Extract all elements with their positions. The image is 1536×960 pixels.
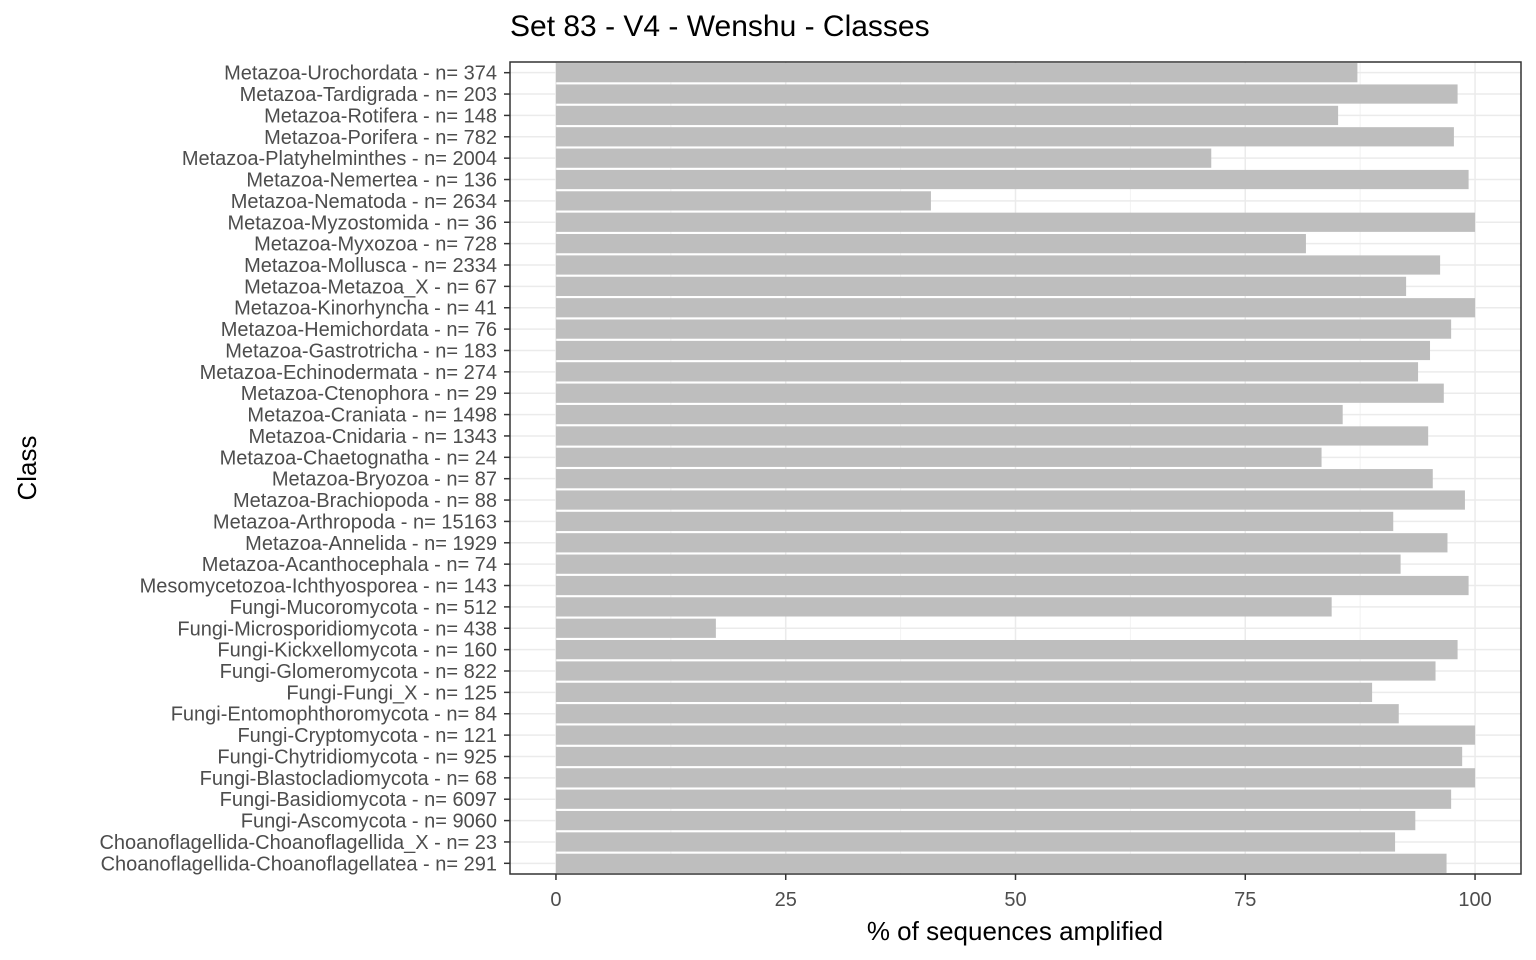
bars: [555, 63, 1476, 873]
x-tick-label: 0: [550, 889, 561, 911]
bar: [555, 575, 1469, 596]
y-tick-label: Choanoflagellida-Choanoflagellida_X - n=…: [99, 832, 497, 854]
y-tick-label: Choanoflagellida-Choanoflagellatea - n= …: [101, 853, 497, 875]
bar: [555, 511, 1394, 532]
x-tick-label: 50: [1004, 889, 1026, 911]
y-tick-label: Metazoa-Rotifera - n= 148: [264, 105, 497, 127]
bar: [555, 768, 1476, 788]
bar: [555, 298, 1476, 318]
y-tick-label: Metazoa-Urochordata - n= 374: [224, 63, 497, 85]
x-tick-label: 25: [775, 889, 797, 911]
y-tick-label: Metazoa-Acanthocephala - n= 74: [202, 554, 497, 576]
y-tick-label: Metazoa-Ctenophora - n= 29: [241, 383, 497, 405]
bar: [555, 63, 1358, 83]
x-tick-label: 75: [1234, 889, 1256, 911]
bar: [555, 362, 1419, 382]
y-tick-label: Fungi-Cryptomycota - n= 121: [237, 725, 497, 747]
bar: [555, 597, 1332, 617]
y-axis-title: Class: [12, 435, 42, 500]
bar: [555, 127, 1454, 147]
bar: [555, 640, 1458, 660]
bar: [555, 404, 1343, 425]
bar: [555, 234, 1306, 254]
y-tick-label: Metazoa-Tardigrada - n= 203: [240, 84, 497, 106]
y-tick-label: Fungi-Glomeromycota - n= 822: [220, 661, 497, 683]
bar: [555, 447, 1322, 467]
bar: [555, 340, 1431, 361]
bar: [555, 618, 716, 638]
x-axis-title: % of sequences amplified: [867, 916, 1163, 946]
bar: [555, 789, 1452, 809]
y-tick-label: Fungi-Fungi_X - n= 125: [286, 682, 497, 704]
bar: [555, 853, 1447, 873]
bar: [555, 105, 1339, 126]
y-tick-label: Metazoa-Metazoa_X - n= 67: [244, 276, 497, 298]
bar: [555, 704, 1399, 724]
bar: [555, 832, 1396, 852]
bar: [555, 554, 1401, 574]
bar: [555, 682, 1373, 702]
y-tick-label: Metazoa-Chaetognatha - n= 24: [220, 447, 497, 469]
bar: [555, 383, 1444, 403]
x-tick-label: 100: [1458, 889, 1491, 911]
bar: [555, 661, 1436, 681]
y-tick-label: Metazoa-Nematoda - n= 2634: [231, 191, 497, 213]
y-tick-label: Metazoa-Arthropoda - n= 15163: [213, 511, 497, 533]
bar: [555, 810, 1416, 831]
bar: [555, 84, 1458, 104]
bar: [555, 490, 1465, 510]
y-tick-label: Metazoa-Gastrotricha - n= 183: [225, 340, 497, 362]
y-tick-label: Metazoa-Echinodermata - n= 274: [200, 362, 497, 384]
y-tick-label: Metazoa-Bryozoa - n= 87: [272, 469, 497, 491]
bar: [555, 169, 1469, 190]
y-tick-label: Metazoa-Porifera - n= 782: [264, 127, 497, 149]
y-tick-label: Metazoa-Annelida - n= 1929: [245, 533, 497, 555]
bar: [555, 212, 1476, 232]
y-tick-label: Metazoa-Kinorhyncha - n= 41: [234, 298, 497, 320]
y-tick-label: Metazoa-Myzostomida - n= 36: [227, 212, 497, 234]
y-tick-label: Metazoa-Mollusca - n= 2334: [244, 255, 497, 277]
bar: [555, 746, 1463, 767]
y-tick-label: Mesomycetozoa-Ichthyosporea - n= 143: [140, 576, 497, 598]
y-tick-label: Fungi-Kickxellomycota - n= 160: [217, 640, 497, 662]
bar: [555, 276, 1407, 296]
y-tick-label: Metazoa-Hemichordata - n= 76: [221, 319, 497, 341]
y-tick-label: Fungi-Microsporidiomycota - n= 438: [177, 618, 497, 640]
chart-title: Set 83 - V4 - Wenshu - Classes: [510, 10, 930, 43]
bar: [555, 533, 1448, 553]
y-axis: Metazoa-Urochordata - n= 374Metazoa-Tard…: [99, 63, 510, 875]
y-tick-label: Metazoa-Nemertea - n= 136: [246, 170, 497, 192]
bar: [555, 725, 1476, 745]
bar: [555, 191, 931, 211]
y-tick-label: Metazoa-Brachiopoda - n= 88: [233, 490, 497, 512]
x-axis: 0 25 50 75 100: [550, 874, 1492, 911]
y-tick-label: Fungi-Mucoromycota - n= 512: [230, 597, 497, 619]
y-tick-label: Fungi-Entomophthoromycota - n= 84: [171, 704, 497, 726]
bar: [555, 426, 1429, 446]
y-tick-label: Fungi-Ascomycota - n= 9060: [241, 811, 497, 833]
bar: [555, 469, 1433, 489]
bar: [555, 148, 1212, 168]
y-tick-label: Fungi-Blastocladiomycota - n= 68: [200, 768, 497, 790]
y-tick-label: Metazoa-Craniata - n= 1498: [247, 405, 497, 427]
bar: [555, 319, 1452, 339]
y-tick-label: Fungi-Basidiomycota - n= 6097: [220, 789, 497, 811]
bar: [555, 255, 1441, 275]
y-tick-label: Fungi-Chytridiomycota - n= 925: [217, 746, 497, 768]
y-tick-label: Metazoa-Platyhelminthes - n= 2004: [182, 148, 497, 170]
y-tick-label: Metazoa-Cnidaria - n= 1343: [249, 426, 497, 448]
y-tick-label: Metazoa-Myxozoa - n= 728: [254, 234, 497, 256]
